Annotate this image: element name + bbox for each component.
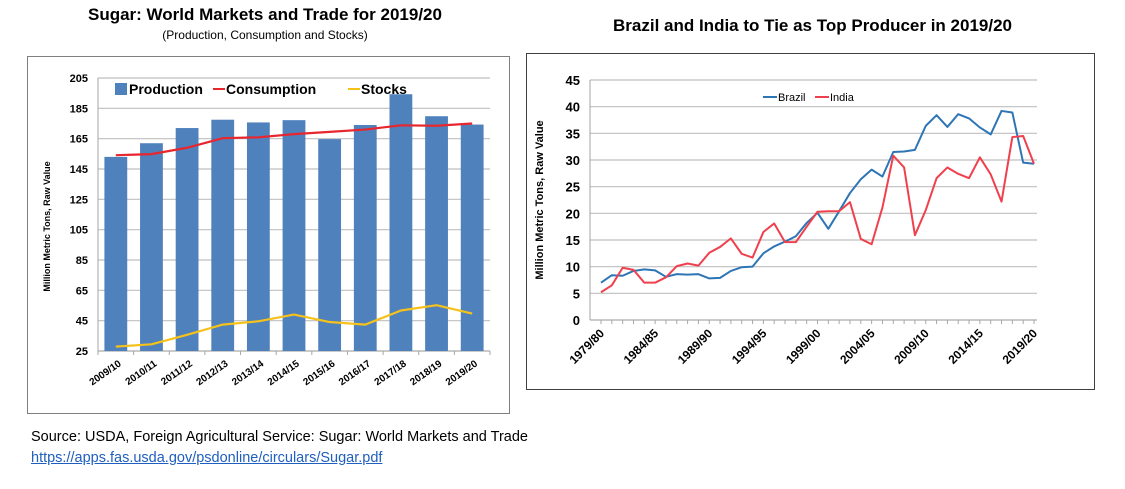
y-axis-label: Million Metric Tons, Raw Value [534, 120, 546, 279]
y-tick-label: 45 [76, 316, 88, 328]
y-tick-label: 45 [566, 73, 580, 88]
production-bar [425, 116, 448, 351]
right-chart-svg: 0 5 10 15 20 25 30 35 40 45 1979/80 1984/85 1989/90 1… [534, 73, 1041, 367]
legend-consumption-label: Consumption [226, 81, 316, 97]
y-tick-label: 165 [70, 134, 88, 146]
production-bar [104, 156, 128, 351]
source-text: Source: USDA, Foreign Agricultural Servi… [31, 429, 528, 445]
right-chart-title: Brazil and India to Tie as Top Producer … [613, 16, 1012, 35]
consumption-line [115, 122, 473, 157]
left-chart-title: Sugar: World Markets and Trade for 2019/… [88, 5, 442, 24]
x-tick-label: 2014/15 [945, 326, 986, 367]
legend-brazil-label: Brazil [778, 92, 806, 104]
source-link[interactable]: https://apps.fas.usda.gov/psdonline/circ… [31, 450, 383, 466]
x-tick-label: 1999/00 [783, 326, 824, 367]
y-tick-label: 145 [70, 164, 88, 176]
right-chart-frame: 0 5 10 15 20 25 30 35 40 45 1979/80 1984/85 1989/90 1… [526, 53, 1095, 390]
x-tick-label: 2015/16 [301, 358, 337, 388]
production-bar [246, 122, 270, 352]
x-tick-label: 2010/11 [124, 358, 160, 388]
y-tick-label: 25 [76, 346, 88, 358]
x-tick-label: 2012/13 [195, 358, 231, 388]
y-tick-label: 65 [76, 285, 88, 297]
y-tick-label: 185 [70, 103, 88, 115]
y-tick-label: 20 [566, 206, 580, 221]
y-tick-label: 85 [76, 255, 88, 267]
india-line [600, 135, 1035, 294]
stocks-line [115, 304, 473, 348]
y-tick-label: 25 [566, 180, 580, 195]
legend-stocks-label: Stocks [361, 81, 407, 97]
x-tick-label: 1979/80 [567, 326, 608, 367]
y-axis-label: Million Metric Tons, Raw Value [42, 161, 52, 291]
production-bar [460, 124, 484, 351]
production-bar [389, 94, 413, 351]
production-bar [175, 128, 199, 351]
x-tick-label: 2004/05 [837, 326, 878, 367]
x-tick-label: 1984/85 [621, 326, 662, 367]
x-tick-label: 2014/15 [266, 358, 302, 388]
left-chart-svg: 25 45 65 85 105 125 145 165 185 205 2009/10 2010/11… [42, 73, 491, 388]
legend-production-label: Production [129, 81, 203, 97]
production-bar [140, 143, 163, 351]
x-tick-label: 2019/20 [444, 358, 480, 388]
x-tick-label: 1994/95 [729, 326, 770, 367]
legend-india-label: India [830, 92, 855, 104]
legend-production-swatch [115, 83, 127, 95]
y-tick-label: 105 [70, 225, 88, 237]
x-tick-label: 2009/10 [891, 326, 932, 367]
y-tick-label: 40 [566, 100, 580, 115]
y-tick-label: 15 [566, 233, 580, 248]
left-chart-frame: 25 45 65 85 105 125 145 165 185 205 2009/10 2010/11… [27, 56, 510, 414]
production-bar [353, 125, 377, 352]
x-tick-label: 2018/19 [408, 358, 444, 388]
production-bar [282, 120, 306, 351]
y-tick-label: 0 [573, 313, 580, 328]
x-tick-label: 2011/12 [159, 358, 195, 388]
x-tick-label: 2019/20 [1000, 326, 1041, 367]
x-tick-label: 2016/17 [337, 358, 373, 388]
y-tick-label: 125 [70, 194, 88, 206]
brazil-line [600, 109, 1035, 284]
production-bar [318, 139, 342, 351]
y-tick-label: 5 [573, 286, 580, 301]
y-tick-label: 10 [566, 260, 580, 275]
x-tick-label: 1989/90 [675, 326, 716, 367]
production-bar [211, 119, 235, 351]
x-tick-label: 2013/14 [230, 358, 266, 388]
x-tick-label: 2009/10 [88, 358, 124, 388]
y-tick-label: 35 [566, 126, 580, 141]
y-tick-label: 205 [70, 73, 88, 85]
x-tick-label: 2017/18 [373, 358, 409, 388]
left-chart-subtitle: (Production, Consumption and Stocks) [162, 28, 368, 42]
y-tick-label: 30 [566, 153, 580, 168]
